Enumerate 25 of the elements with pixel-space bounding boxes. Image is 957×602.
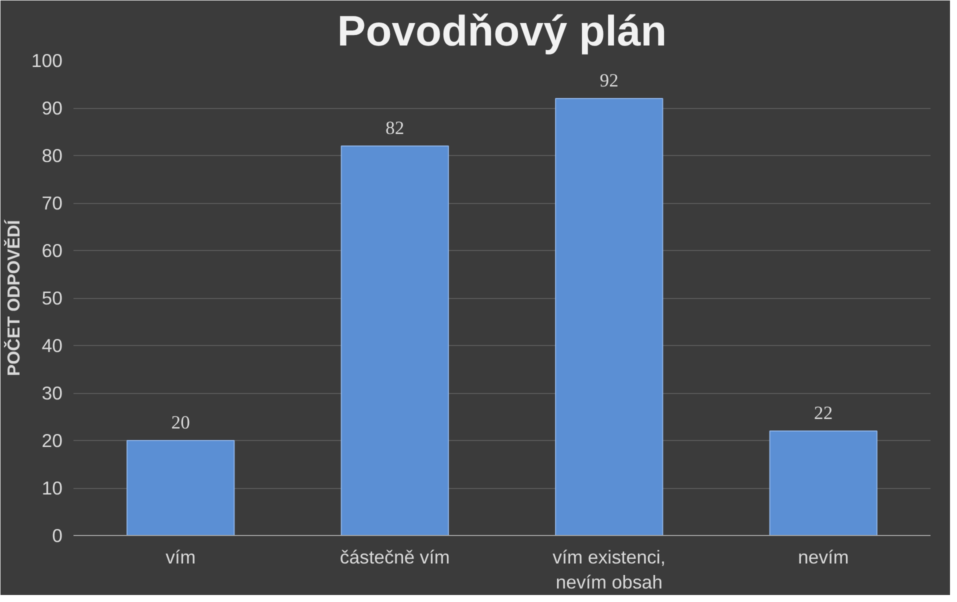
x-tick-label: nevím — [798, 546, 849, 568]
y-tick-label: 30 — [42, 382, 63, 404]
y-tick-label: 90 — [42, 98, 63, 118]
y-tick-label: 60 — [42, 240, 63, 261]
y-axis-title: POČET ODPOVĚDÍ — [3, 218, 24, 376]
y-tick-label: 70 — [42, 192, 63, 214]
bar — [340, 146, 449, 536]
bar — [126, 440, 235, 536]
x-tick-label: částečně vím — [340, 546, 450, 568]
y-tick-label: 0 — [52, 525, 63, 546]
y-tick-label: 50 — [42, 288, 63, 308]
bar — [555, 98, 664, 536]
bar — [769, 430, 878, 536]
x-tick-label: vím existenci, nevím obsah — [552, 546, 666, 593]
x-tick-label: vím — [166, 546, 196, 568]
chart-title: Povodňový plán — [337, 8, 667, 56]
y-tick-label: 20 — [42, 430, 63, 451]
y-tick-label: 40 — [42, 335, 63, 356]
data-label: 22 — [814, 403, 833, 424]
data-label: 92 — [600, 70, 618, 92]
y-tick-label: 10 — [42, 478, 63, 498]
y-tick-label: 80 — [42, 145, 63, 166]
y-tick-label: 100 — [31, 50, 63, 71]
data-label: 20 — [171, 412, 190, 434]
data-label: 82 — [386, 118, 404, 139]
